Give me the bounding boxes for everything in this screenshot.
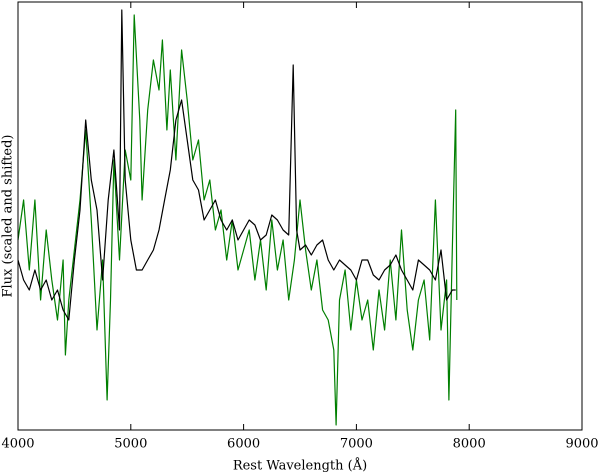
spectrum-line [17, 9, 456, 321]
x-tick-label: 6000 [227, 437, 260, 452]
x-tick-label: 9000 [565, 437, 598, 452]
y-axis-label: Flux (scaled and shifted) [1, 135, 16, 298]
x-tick-label: 7000 [340, 437, 373, 452]
x-tick-label: 8000 [453, 437, 486, 452]
plot-frame [17, 1, 583, 431]
spectrum-line [17, 14, 458, 426]
x-tick-label: 5000 [114, 437, 147, 452]
x-tick-label: 4000 [1, 437, 34, 452]
x-axis-label: Rest Wavelength (Å) [233, 458, 367, 474]
